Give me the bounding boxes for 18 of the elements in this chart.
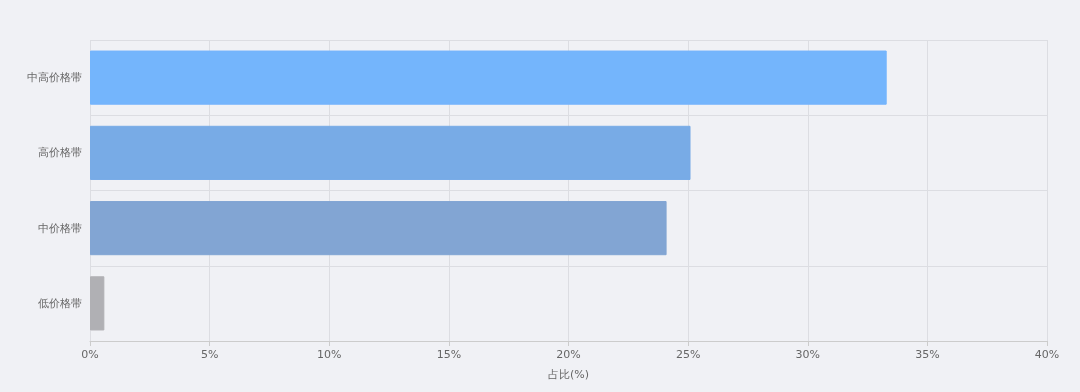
y-tick-label: 高价格带 (38, 146, 82, 160)
bar (90, 201, 667, 256)
x-tick-label: 5% (200, 348, 219, 361)
bar (90, 276, 105, 331)
x-tick-label: 20% (556, 348, 581, 361)
bar (90, 125, 691, 180)
x-tick-label: 35% (915, 348, 940, 361)
x-axis-title: 占比(%) (547, 368, 590, 381)
y-tick-label: 中价格带 (38, 221, 82, 235)
x-tick-label: 15% (436, 348, 462, 361)
x-tick-label: 0% (81, 348, 99, 361)
y-tick-label: 低价格带 (38, 296, 82, 310)
x-tick-label: 10% (317, 348, 342, 361)
x-tick-label: 25% (675, 348, 701, 361)
x-tick-label: 30% (795, 348, 820, 361)
x-tick-label: 40% (1034, 348, 1060, 361)
bar (90, 50, 887, 105)
y-tick-label: 中高价格带 (27, 71, 82, 85)
